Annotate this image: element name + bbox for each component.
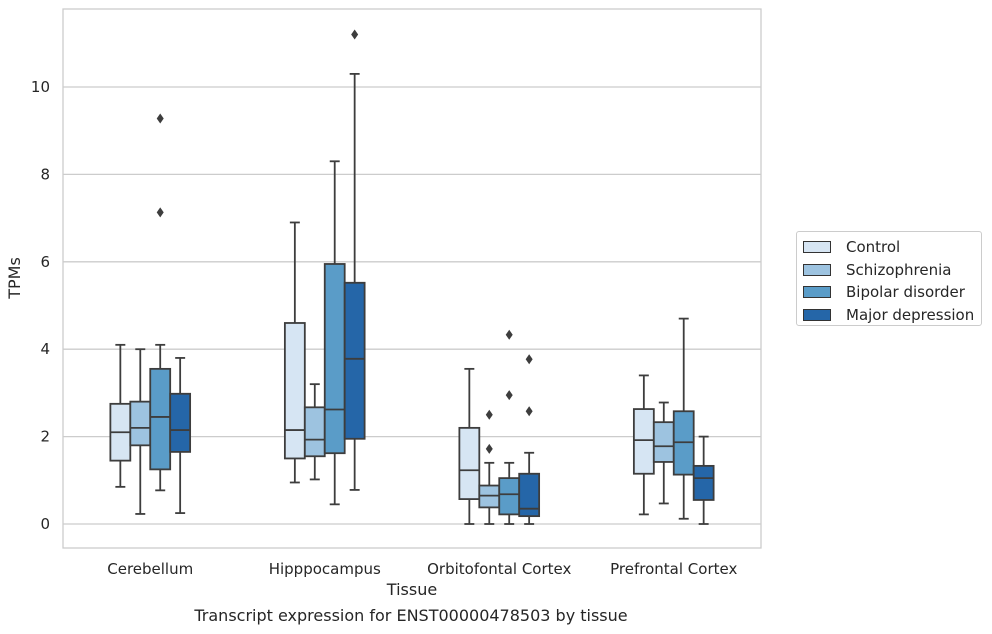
y-tick-label: 10 xyxy=(31,78,50,96)
box-cerebellum-bipolar-disorder xyxy=(149,113,172,492)
legend-item: Schizophrenia xyxy=(803,259,981,282)
legend-swatch xyxy=(803,308,831,321)
outlier-point xyxy=(505,390,513,401)
box-body xyxy=(458,426,481,500)
chart-caption: Transcript expression for ENST0000047850… xyxy=(194,606,628,625)
box-body xyxy=(632,408,655,475)
x-tick-labels: Cerebellum Hipppocampus Orbitofontal Corte… xyxy=(107,560,737,578)
y-axis-label: TPMs xyxy=(5,257,24,300)
box-orbitofontal-cortex-bipolar-disorder xyxy=(498,329,521,525)
outlier-point xyxy=(485,443,493,454)
box-hipppocampus-control xyxy=(283,221,306,484)
box-body xyxy=(652,421,675,463)
legend-label: Schizophrenia xyxy=(846,260,952,279)
y-tick-label: 2 xyxy=(40,428,50,446)
legend-swatch xyxy=(803,286,831,299)
outlier-point xyxy=(156,207,164,218)
box-orbitofontal-cortex-major-depression xyxy=(518,354,541,525)
box-cerebellum-control xyxy=(109,343,132,488)
legend-label: Bipolar disorder xyxy=(846,283,965,302)
box-hipppocampus-bipolar-disorder xyxy=(323,160,346,506)
outlier-point xyxy=(525,354,533,365)
box-prefrontal-cortex-major-depression xyxy=(692,435,715,525)
box-prefrontal-cortex-schizophrenia xyxy=(652,401,675,505)
legend-swatch xyxy=(803,263,831,276)
box-body xyxy=(692,464,715,501)
legend-item: Control xyxy=(803,236,981,259)
y-tick-label: 0 xyxy=(40,515,50,533)
box-body xyxy=(303,406,326,458)
box-hipppocampus-major-depression xyxy=(343,29,366,491)
y-tick-label: 6 xyxy=(40,253,50,271)
legend-item: Major depression xyxy=(803,304,981,327)
outlier-point xyxy=(505,329,513,340)
box-orbitofontal-cortex-schizophrenia xyxy=(478,409,501,525)
y-tick-label: 8 xyxy=(40,165,50,183)
box-marks xyxy=(109,29,715,525)
legend: Control Schizophrenia Bipolar disorder Majo… xyxy=(796,231,982,326)
legend-label: Control xyxy=(846,238,901,257)
box-body xyxy=(323,263,346,455)
x-tick-label: Hipppocampus xyxy=(269,560,381,578)
box-body xyxy=(283,322,306,460)
box-body xyxy=(169,392,192,453)
box-prefrontal-cortex-bipolar-disorder xyxy=(672,317,695,520)
box-orbitofontal-cortex-control xyxy=(458,367,481,525)
box-body xyxy=(518,472,541,518)
box-cerebellum-schizophrenia xyxy=(129,348,152,515)
box-body xyxy=(149,367,172,471)
box-prefrontal-cortex-control xyxy=(632,374,655,516)
x-tick-label: Orbitofontal Cortex xyxy=(427,560,571,578)
box-body xyxy=(498,477,521,516)
outlier-point xyxy=(351,29,359,40)
y-tick-label: 4 xyxy=(40,340,50,358)
box-hipppocampus-schizophrenia xyxy=(303,383,326,481)
legend-swatch xyxy=(803,241,831,254)
y-tick-labels: 0 2 4 6 8 10 xyxy=(31,78,50,533)
plot-area-frame xyxy=(62,8,762,549)
x-axis-label: Tissue xyxy=(386,580,437,599)
box-body xyxy=(129,400,152,447)
box-body xyxy=(343,281,366,440)
box-cerebellum-major-depression xyxy=(169,357,192,514)
legend-label: Major depression xyxy=(846,305,975,324)
x-tick-label: Prefrontal Cortex xyxy=(610,560,737,578)
outlier-point xyxy=(485,409,493,420)
x-tick-label: Cerebellum xyxy=(107,560,193,578)
outlier-point xyxy=(156,113,164,124)
legend-item: Bipolar disorder xyxy=(803,281,981,304)
outlier-point xyxy=(525,406,533,417)
